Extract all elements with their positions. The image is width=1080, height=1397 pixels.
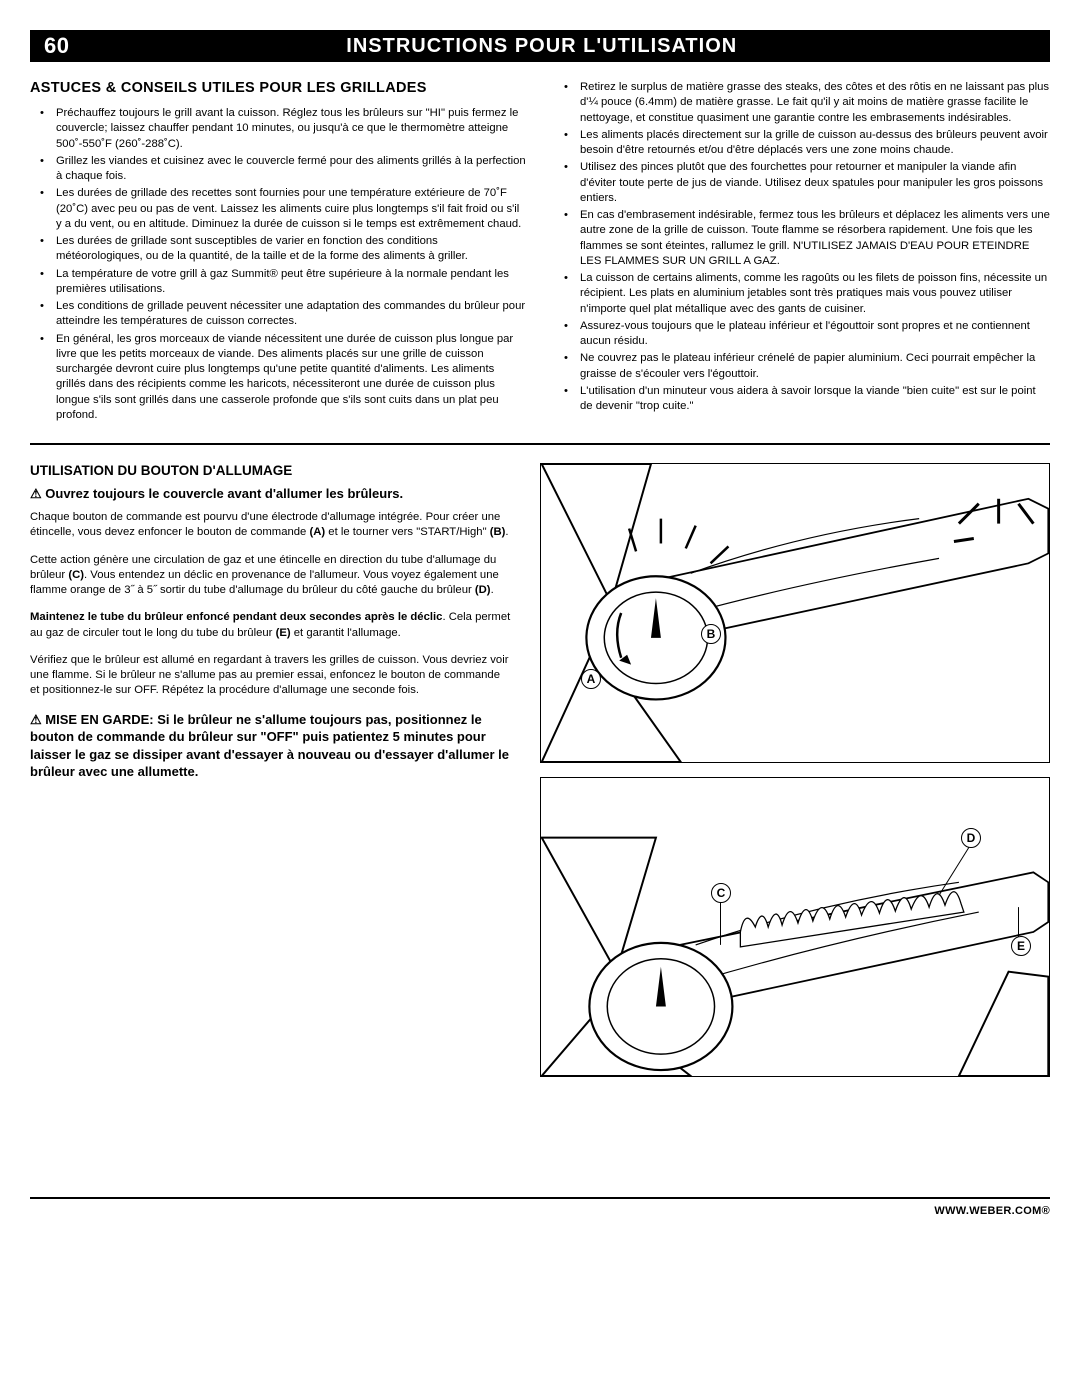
text: et garantit l'allumage.	[291, 627, 401, 639]
list-item: Assurez-vous toujours que le plateau inf…	[554, 319, 1050, 350]
label-d: D	[961, 828, 981, 848]
tips-left-list: Préchauffez toujours le grill avant la c…	[30, 106, 526, 423]
list-item: La température de votre grill à gaz Summ…	[30, 267, 526, 298]
tips-heading: ASTUCES & CONSEILS UTILES POUR LES GRILL…	[30, 80, 526, 96]
footer-url: WWW.WEBER.COM®	[934, 1205, 1050, 1217]
ref-a: (A)	[309, 526, 325, 538]
text: .	[505, 526, 508, 538]
list-item: Les aliments placés directement sur la g…	[554, 128, 1050, 159]
tips-left-column: ASTUCES & CONSEILS UTILES POUR LES GRILL…	[30, 80, 526, 425]
list-item: Grillez les viandes et cuisinez avec le …	[30, 154, 526, 185]
illustrations-column: A B C D E	[540, 463, 1050, 1077]
ignition-para-2: Cette action génère une circulation de g…	[30, 553, 512, 599]
list-item: Préchauffez toujours le grill avant la c…	[30, 106, 526, 152]
text: .	[491, 584, 494, 596]
tips-right-column: Retirez le surplus de matière grasse des…	[554, 80, 1050, 425]
section-divider	[30, 443, 1050, 445]
list-item: La cuisson de certains aliments, comme l…	[554, 271, 1050, 317]
ref-e: (E)	[276, 627, 291, 639]
page-title: INSTRUCTIONS POUR L'UTILISATION	[83, 35, 1050, 58]
page-number: 60	[30, 33, 83, 59]
label-e: E	[1011, 936, 1031, 956]
ignition-para-3: Maintenez le tube du brûleur enfoncé pen…	[30, 610, 512, 641]
tips-section: ASTUCES & CONSEILS UTILES POUR LES GRILL…	[30, 80, 1050, 425]
warning-block: ⚠ MISE EN GARDE: Si le brûleur ne s'allu…	[30, 711, 512, 781]
list-item: Les durées de grillade des recettes sont…	[30, 186, 526, 232]
text: . Vous entendez un déclic en provenance …	[30, 569, 499, 596]
list-item: Ne couvrez pas le plateau inférieur crén…	[554, 351, 1050, 382]
label-a: A	[581, 669, 601, 689]
ref-b: (B)	[490, 526, 506, 538]
ignition-heading: UTILISATION DU BOUTON D'ALLUMAGE	[30, 463, 512, 478]
tips-right-list: Retirez le surplus de matière grasse des…	[554, 80, 1050, 414]
ref-c: (C)	[68, 569, 84, 581]
list-item: Les durées de grillade sont susceptibles…	[30, 234, 526, 265]
illustration-top: A B	[540, 463, 1050, 763]
list-item: Utilisez des pinces plutôt que des fourc…	[554, 160, 1050, 206]
burner-knob-svg	[541, 464, 1049, 762]
title-bar: 60 INSTRUCTIONS POUR L'UTILISATION	[30, 30, 1050, 62]
hold-instruction: Maintenez le tube du brûleur enfoncé pen…	[30, 611, 442, 623]
list-item: En cas d'embrasement indésirable, fermez…	[554, 208, 1050, 269]
label-b: B	[701, 624, 721, 644]
footer: WWW.WEBER.COM®	[30, 1197, 1050, 1217]
ignition-text-column: UTILISATION DU BOUTON D'ALLUMAGE ⚠ Ouvre…	[30, 463, 512, 1077]
illustration-bottom: C D E	[540, 777, 1050, 1077]
list-item: Retirez le surplus de matière grasse des…	[554, 80, 1050, 126]
list-item: Les conditions de grillade peuvent néces…	[30, 299, 526, 330]
label-c: C	[711, 883, 731, 903]
ignition-para-4: Vérifiez que le brûleur est allumé en re…	[30, 653, 512, 699]
ignition-section: UTILISATION DU BOUTON D'ALLUMAGE ⚠ Ouvre…	[30, 463, 1050, 1077]
list-item: En général, les gros morceaux de viande …	[30, 332, 526, 424]
ignition-para-1: Chaque bouton de commande est pourvu d'u…	[30, 510, 512, 541]
burner-tube-svg	[541, 778, 1049, 1076]
list-item: L'utilisation d'un minuteur vous aidera …	[554, 384, 1050, 415]
open-lid-warning: ⚠ Ouvrez toujours le couvercle avant d'a…	[30, 486, 512, 502]
ref-d: (D)	[475, 584, 491, 596]
text: et le tourner vers "START/High"	[325, 526, 490, 538]
